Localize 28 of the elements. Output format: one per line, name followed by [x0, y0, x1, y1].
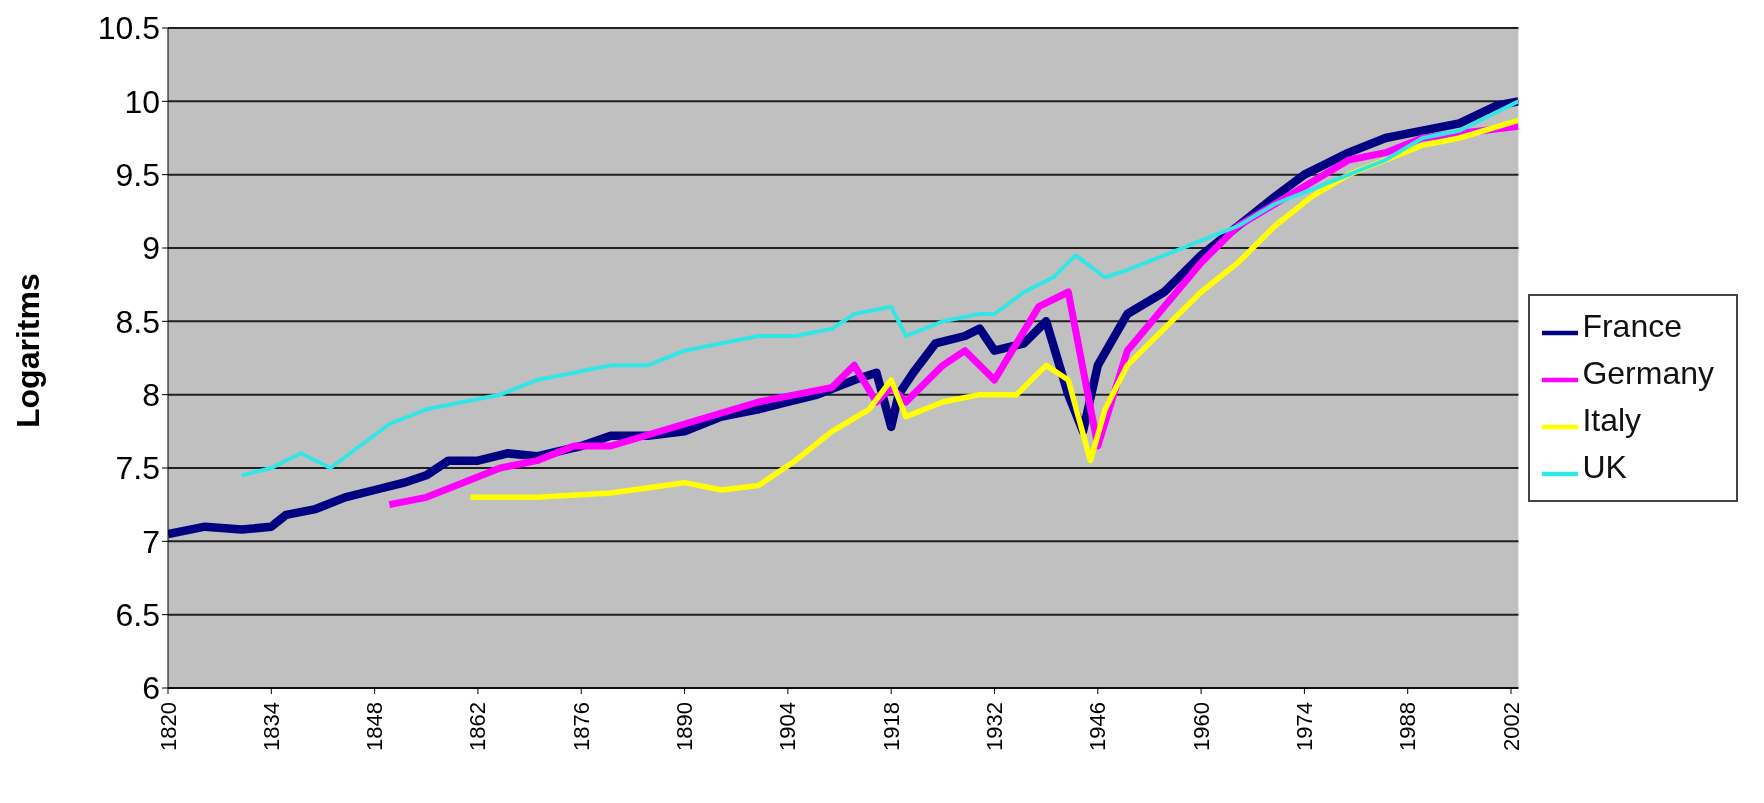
x-tick-label: 1932 [981, 702, 1007, 751]
line-series [239, 99, 1519, 478]
y-tick-label: 6.5 [115, 597, 160, 634]
x-tick-label: 2002 [1498, 702, 1524, 751]
x-tick-label: 1890 [672, 702, 698, 751]
y-tick-label: 7 [142, 523, 160, 560]
x-tick-label: 1862 [465, 702, 491, 751]
legend-label: Germany [1582, 355, 1714, 392]
x-tick-label: 1904 [775, 702, 801, 751]
x-tick-label: 1946 [1085, 702, 1111, 751]
x-tick-label: 1848 [362, 702, 388, 751]
y-tick-label: 9.5 [115, 157, 160, 194]
legend-label: France [1582, 308, 1682, 345]
y-tick-label: 7.5 [115, 450, 160, 487]
y-tick-label: 8.5 [115, 303, 160, 340]
y-tick-label: 10 [124, 83, 160, 120]
legend-label: UK [1582, 448, 1627, 485]
y-tick-label: 10.5 [97, 10, 160, 47]
x-tick-label: 1876 [568, 702, 594, 751]
x-tick-label: 1834 [258, 702, 284, 751]
x-tick-label: 1974 [1291, 702, 1317, 751]
legend-label: Italy [1582, 402, 1642, 438]
y-tick-label: 8 [142, 377, 160, 414]
y-tick-label: 9 [142, 230, 160, 267]
x-tick-label: 1988 [1395, 702, 1421, 751]
y-axis-title: Logaritms [10, 273, 47, 428]
x-tick-label: 1960 [1188, 702, 1214, 751]
x-tick-label: 1918 [878, 702, 904, 751]
